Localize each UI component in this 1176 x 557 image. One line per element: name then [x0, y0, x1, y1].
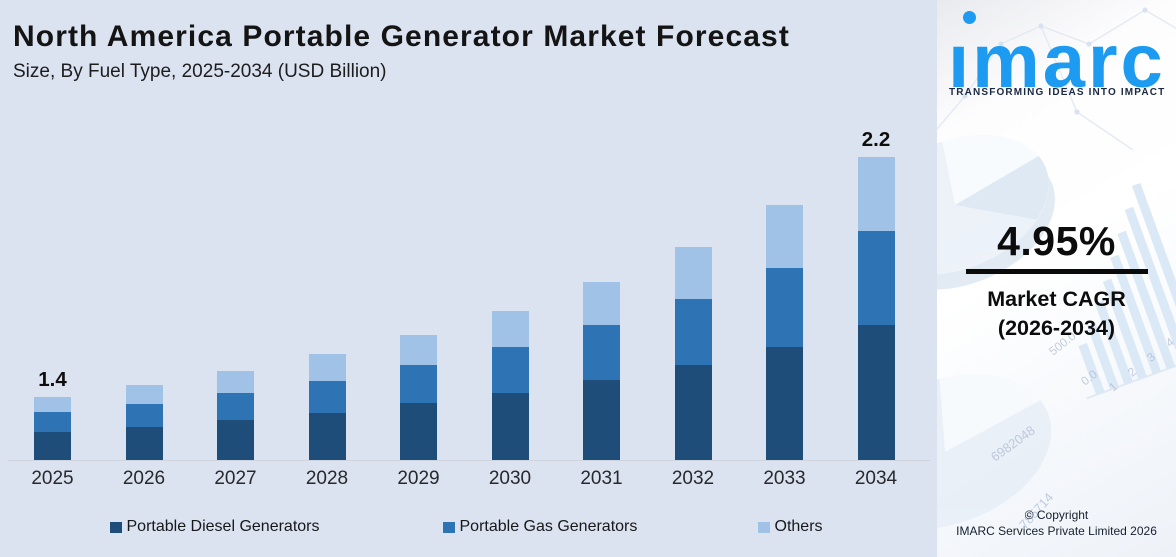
bar-2029 — [400, 335, 437, 460]
imarc-logo-dot-icon — [963, 11, 976, 24]
cagr-value: 4.95% — [997, 218, 1116, 264]
bar-2028 — [308, 354, 346, 460]
bar-segment — [766, 268, 803, 347]
bar-segment — [857, 325, 895, 460]
bar-segment — [125, 385, 163, 404]
x-tick-2029: 2029 — [397, 468, 440, 489]
bar-2032 — [674, 247, 712, 460]
x-tick-2026: 2026 — [122, 468, 166, 489]
bar-segment — [674, 299, 712, 365]
bar-2031 — [583, 282, 620, 460]
bar-2025 — [34, 397, 71, 460]
bar-segment — [583, 325, 620, 380]
bar-2034 — [857, 157, 895, 460]
cagr-period: (2026-2034) — [997, 316, 1116, 340]
x-tick-2027: 2027 — [214, 468, 257, 489]
legend-swatch-diesel — [110, 521, 122, 534]
sidebar-watermark-graphic: 500.0 0.0 1 2 3 4 6982048 785714 — [937, 7, 1176, 532]
imarc-logo-wordmark: ımarc — [948, 19, 1166, 104]
bar-segment — [125, 427, 163, 460]
legend-label-diesel: Portable Diesel Generators — [126, 518, 320, 535]
imarc-logo: ımarc TRANSFORMING IDEAS INTO IMPACT — [947, 11, 1176, 108]
bar-segment — [491, 311, 529, 347]
legend-swatch-gas — [443, 521, 455, 534]
brand-sidebar: 500.0 0.0 1 2 3 4 6982048 785714 ımarc T… — [937, 0, 1176, 557]
x-tick-2032: 2032 — [671, 468, 715, 489]
bar-2033 — [766, 205, 803, 460]
x-tick-2025: 2025 — [31, 468, 74, 489]
x-tick-2031: 2031 — [580, 468, 623, 489]
stacked-bar-plot: 2025 2026 2027 2028 2029 2030 2031 2032 2033 2034… — [8, 128, 930, 489]
bar-segment — [491, 393, 529, 460]
bar-segment — [400, 403, 437, 460]
value-label-2034: 2.2 — [861, 128, 891, 151]
legend-item-gas: Portable Gas Generators — [443, 517, 637, 537]
bar-segment — [857, 157, 895, 231]
legend-label-others: Others — [774, 518, 823, 535]
bar-segment — [400, 365, 437, 403]
bar-segment — [217, 371, 254, 393]
imarc-logo-tagline: TRANSFORMING IDEAS INTO IMPACT — [949, 87, 1166, 98]
copyright-line2: IMARC Services Private Limited 2026 — [956, 523, 1157, 538]
bar-2026 — [125, 385, 163, 460]
bar-segment — [491, 347, 529, 393]
legend-label-gas: Portable Gas Generators — [459, 518, 638, 535]
cagr-underline — [965, 269, 1148, 274]
bar-segment — [34, 412, 71, 432]
bar-segment — [766, 205, 803, 268]
copyright-notice: © Copyright IMARC Services Private Limit… — [937, 508, 1176, 539]
legend-item-diesel: Portable Diesel Generators — [110, 517, 319, 537]
chart-panel: North America Portable Generator Market … — [0, 0, 937, 557]
legend-swatch-others — [758, 521, 770, 534]
legend-item-others: Others — [758, 517, 823, 537]
x-axis-line — [8, 460, 930, 461]
x-tick-2033: 2033 — [763, 468, 806, 489]
chart-title: North America Portable Generator Market … — [13, 20, 790, 53]
cagr-label: Market CAGR — [987, 287, 1126, 311]
bar-segment — [583, 380, 620, 460]
bar-segment — [766, 347, 803, 460]
x-tick-2034: 2034 — [854, 468, 898, 489]
x-tick-2028: 2028 — [305, 468, 349, 489]
bar-segment — [674, 247, 712, 299]
cagr-block: 4.95% Market CAGR (2026-2034) — [937, 220, 1176, 341]
bar-segment — [125, 404, 163, 427]
bar-2030 — [491, 311, 529, 460]
bar-segment — [217, 420, 254, 460]
bar-segment — [308, 354, 346, 381]
bar-segment — [217, 393, 254, 420]
bar-segment — [583, 282, 620, 325]
x-tick-2030: 2030 — [488, 468, 532, 489]
bar-segment — [308, 381, 346, 413]
bar-segment — [674, 365, 712, 460]
chart-subtitle: Size, By Fuel Type, 2025-2034 (USD Billi… — [13, 61, 387, 82]
bar-segment — [308, 413, 346, 460]
bar-segment — [857, 231, 895, 325]
copyright-line1: © Copyright — [1024, 508, 1089, 522]
bar-segment — [34, 432, 71, 460]
value-label-2025: 1.4 — [38, 368, 67, 391]
bar-segment — [34, 397, 71, 412]
bar-segment — [400, 335, 437, 365]
bar-2027 — [217, 371, 254, 460]
